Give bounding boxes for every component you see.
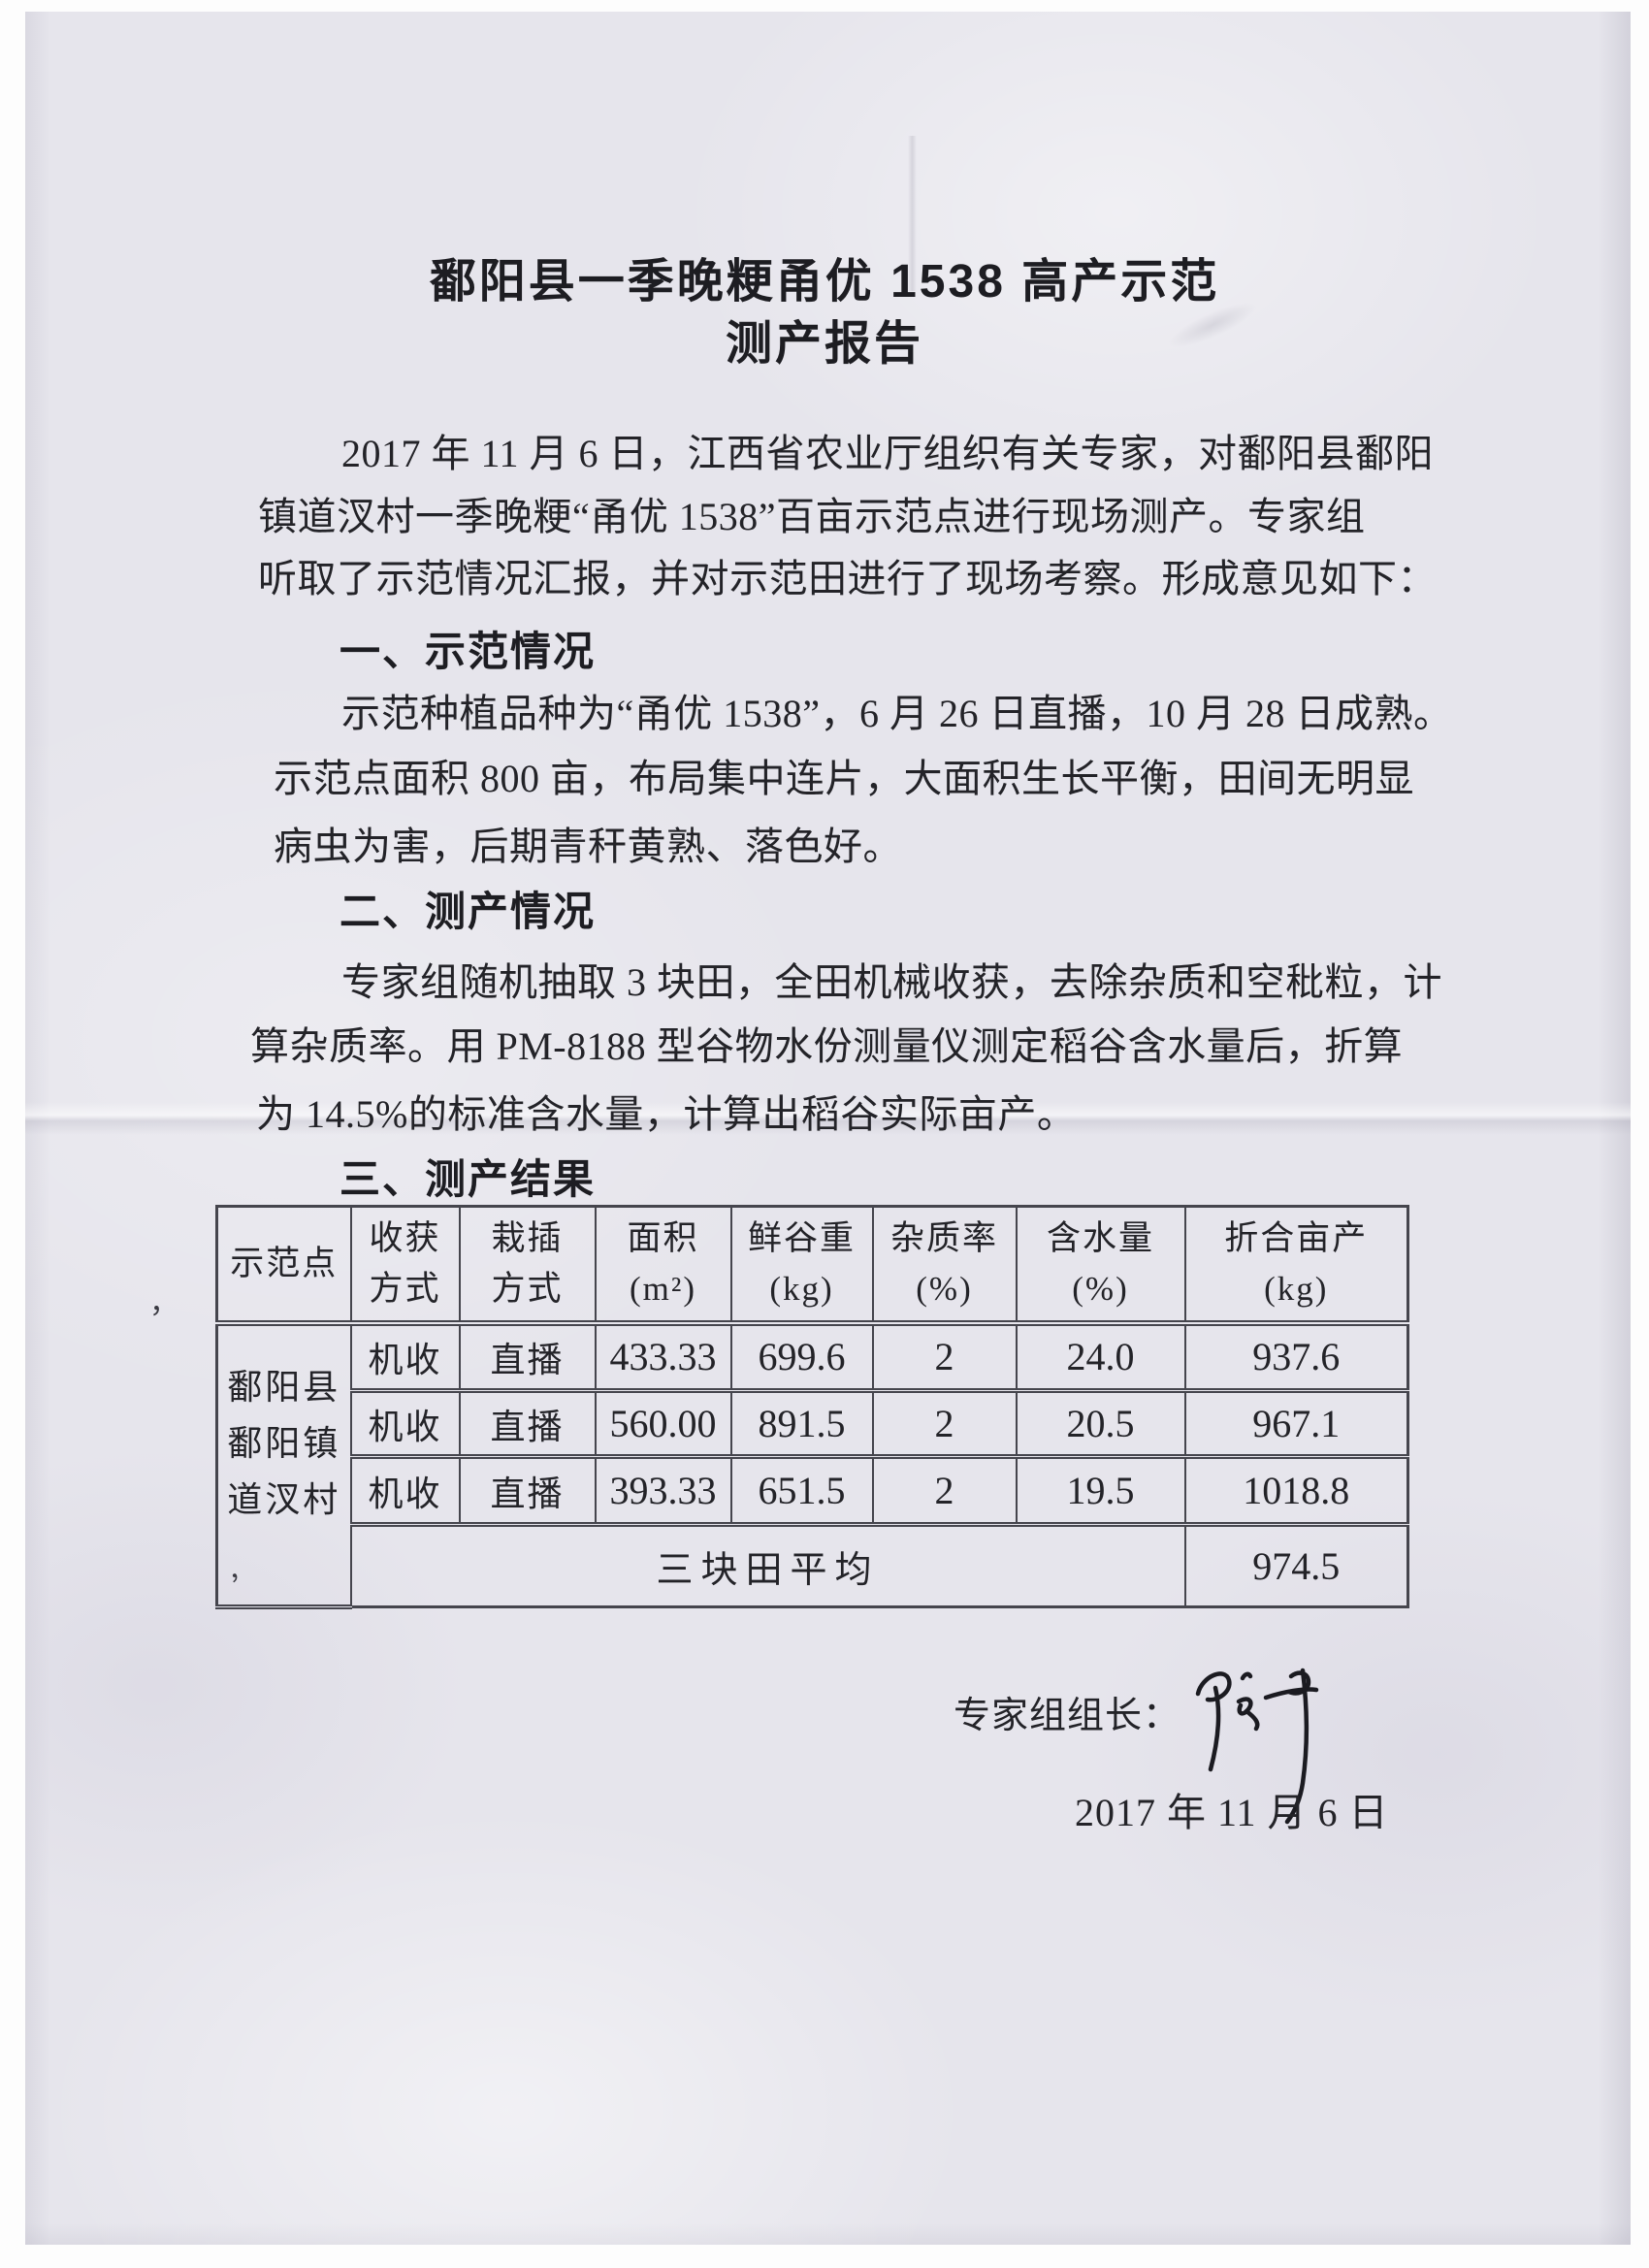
table-cell: 1018.8 (1183, 1455, 1409, 1527)
header-line: (m²) (629, 1269, 697, 1308)
document-title-line1: 鄱阳县一季晚粳甬优 1538 高产示范 (429, 256, 1220, 308)
table-cell: 机收 (349, 1389, 461, 1459)
paragraph-line: 听取了示范情况汇报，并对示范田进行了现场考察。形成意见如下： (258, 557, 1437, 600)
table-header-moisture: 含水量 (%) (1015, 1205, 1186, 1326)
header-line: 杂质率 (889, 1218, 998, 1257)
paper-crease-vertical (908, 136, 917, 291)
header-line: 收获 (369, 1218, 441, 1257)
table-average-row: 三块田平均 974.5 (217, 1523, 1409, 1608)
average-value-cell: 974.5 (1183, 1523, 1409, 1608)
site-line: 鄱阳县 (227, 1367, 341, 1407)
document-title-line2: 测产报告 (725, 318, 923, 370)
scan-artifact: ， (149, 1287, 178, 1319)
paragraph-line: 算杂质率。用 PM-8188 型谷物水份测量仪测定稻谷含水量后，折算 (250, 1024, 1404, 1068)
paragraph-line: 为 14.5%的标准含水量，计算出稻谷实际亩产。 (256, 1092, 1077, 1136)
table-cell: 19.5 (1015, 1455, 1186, 1527)
table-cell: 直播 (458, 1321, 597, 1393)
header-line: (%) (1072, 1269, 1129, 1308)
section-heading-2: 二、测产情况 (340, 889, 597, 934)
table-cell: 560.00 (594, 1389, 732, 1459)
table-header-harvest-method: 收获 方式 (349, 1205, 461, 1326)
header-line: (kg) (1264, 1269, 1329, 1308)
header-line: 方式 (491, 1269, 564, 1308)
table-cell: 直播 (458, 1455, 597, 1527)
header-line: 鲜谷重 (747, 1218, 856, 1257)
section-heading-3: 三、测产结果 (340, 1156, 597, 1202)
header-line: 含水量 (1046, 1218, 1154, 1257)
table-cell: 433.33 (594, 1321, 732, 1393)
paper-crease-horizontal (25, 1102, 1631, 1135)
table-header-impurity-rate: 杂质率 (%) (871, 1205, 1018, 1326)
paragraph-line: 专家组随机抽取 3 块田，全田机械收获，去除杂质和空秕粒，计 (341, 960, 1442, 1004)
site-name-cell: 鄱阳县 鄱阳镇 道汊村 (215, 1321, 352, 1609)
table-header-fresh-grain-weight: 鲜谷重 (kg) (729, 1205, 874, 1326)
table-header-site: 示范点 (215, 1205, 352, 1326)
table-cell: 967.1 (1183, 1389, 1409, 1459)
section-heading-1: 一、示范情况 (340, 629, 597, 674)
table-row: 机收 直播 393.33 651.5 2 19.5 1018.8 (217, 1455, 1409, 1527)
header-line: (kg) (769, 1269, 834, 1308)
table-cell: 机收 (349, 1455, 461, 1527)
paragraph-line: 示范种植品种为“甬优 1538”，6 月 26 日直播，10 月 28 日成熟。 (341, 692, 1453, 735)
paragraph-line: 2017 年 11 月 6 日，江西省农业厅组织有关专家，对鄱阳县鄱阳 (341, 432, 1435, 475)
table-cell: 651.5 (729, 1455, 874, 1527)
table-cell: 2 (871, 1455, 1018, 1527)
yield-results-table: 示范点 收获方式 栽插方式 面积 (m²) 鲜谷重 (kg) 杂质率 (%) 含水量 (… (215, 1205, 1409, 1609)
table-cell: 699.6 (729, 1321, 874, 1393)
table-cell: 937.6 (1183, 1321, 1409, 1393)
handwritten-signature (1195, 1668, 1319, 1825)
signature-label: 专家组组长： (954, 1696, 1181, 1736)
date-line: 2017 年 11 月 6 日 (1075, 1791, 1389, 1834)
average-label-cell: 三块田平均 (349, 1523, 1186, 1608)
site-line: 鄱阳镇 (227, 1423, 341, 1463)
table-header-yield-per-mu: 折合亩产 (kg) (1183, 1205, 1409, 1326)
header-line: 栽插 (491, 1218, 564, 1257)
header-line: 折合亩产 (1224, 1218, 1369, 1257)
table-cell: 2 (871, 1321, 1018, 1393)
table-cell: 2 (871, 1389, 1018, 1459)
table-cell: 直播 (458, 1389, 597, 1459)
paragraph-line: 病虫为害，后期青秆黄熟、落色好。 (274, 825, 902, 868)
table-header-area: 面积 (m²) (594, 1205, 732, 1326)
header-line: 方式 (369, 1269, 441, 1308)
table-cell: 393.33 (594, 1455, 732, 1527)
table-cell: 24.0 (1015, 1321, 1186, 1393)
table-cell: 891.5 (729, 1389, 874, 1459)
table-header-planting-method: 栽插 方式 (458, 1205, 597, 1326)
table-row: 机收 直播 560.00 891.5 2 20.5 967.1 (217, 1389, 1409, 1459)
table-cell: 20.5 (1015, 1389, 1186, 1459)
site-line: 道汊村 (227, 1479, 341, 1519)
header-line: (%) (916, 1269, 973, 1308)
header-line: 面积 (627, 1218, 699, 1257)
paragraph-line: 示范点面积 800 亩，布局集中连片，大面积生长平衡，田间无明显 (274, 757, 1414, 800)
paragraph-line: 镇道汊村一季晚粳“甬优 1538”百亩示范点进行现场测产。专家组 (258, 495, 1366, 538)
table-cell: 机收 (349, 1321, 461, 1393)
table-row: 鄱阳县 鄱阳镇 道汊村 机收 直播 433.33 699.6 2 24.0 93… (215, 1321, 1409, 1609)
